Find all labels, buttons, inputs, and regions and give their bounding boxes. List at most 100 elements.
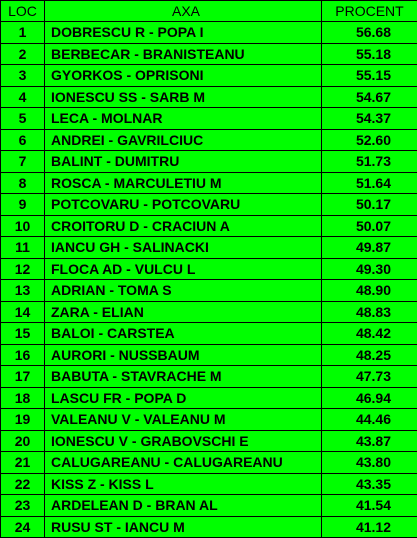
header-loc: LOC: [1, 1, 45, 22]
row-loc: 14: [1, 301, 45, 323]
row-loc: 18: [1, 387, 45, 409]
row-loc: 6: [1, 129, 45, 151]
row-percent: 46.94: [322, 387, 417, 409]
row-percent: 50.07: [322, 215, 417, 237]
row-percent: 54.67: [322, 86, 417, 108]
row-loc: 7: [1, 151, 45, 173]
row-percent: 54.37: [322, 108, 417, 130]
row-loc: 24: [1, 516, 45, 538]
row-percent: 56.68: [322, 22, 417, 44]
row-loc: 2: [1, 43, 45, 65]
row-pair: BALOI - CARSTEA: [45, 323, 322, 345]
row-loc: 1: [1, 22, 45, 44]
row-percent: 48.42: [322, 323, 417, 345]
row-pair: KISS Z - KISS L: [45, 473, 322, 495]
row-pair: LECA - MOLNAR: [45, 108, 322, 130]
row-pair: POTCOVARU - POTCOVARU: [45, 194, 322, 216]
row-loc: 16: [1, 344, 45, 366]
row-loc: 11: [1, 237, 45, 259]
row-pair: ADRIAN - TOMA S: [45, 280, 322, 302]
row-pair: IONESCU SS - SARB M: [45, 86, 322, 108]
row-loc: 8: [1, 172, 45, 194]
row-pair: IONESCU V - GRABOVSCHI E: [45, 430, 322, 452]
row-loc: 3: [1, 65, 45, 87]
row-pair: IANCU GH - SALINACKI: [45, 237, 322, 259]
row-percent: 47.73: [322, 366, 417, 388]
row-loc: 17: [1, 366, 45, 388]
row-pair: CALUGAREANU - CALUGAREANU: [45, 452, 322, 474]
row-percent: 44.46: [322, 409, 417, 431]
row-loc: 22: [1, 473, 45, 495]
row-pair: LASCU FR - POPA D: [45, 387, 322, 409]
row-percent: 43.35: [322, 473, 417, 495]
row-pair: ZARA - ELIAN: [45, 301, 322, 323]
row-pair: VALEANU V - VALEANU M: [45, 409, 322, 431]
row-loc: 13: [1, 280, 45, 302]
row-loc: 15: [1, 323, 45, 345]
row-percent: 41.54: [322, 495, 417, 517]
row-loc: 4: [1, 86, 45, 108]
row-percent: 49.87: [322, 237, 417, 259]
row-loc: 19: [1, 409, 45, 431]
row-percent: 50.17: [322, 194, 417, 216]
row-pair: ARDELEAN D - BRAN AL: [45, 495, 322, 517]
row-loc: 23: [1, 495, 45, 517]
row-loc: 21: [1, 452, 45, 474]
row-percent: 48.25: [322, 344, 417, 366]
row-pair: ANDREI - GAVRILCIUC: [45, 129, 322, 151]
row-percent: 48.90: [322, 280, 417, 302]
header-row: LOC AXA PROCENT: [1, 1, 417, 22]
row-percent: 55.18: [322, 43, 417, 65]
row-percent: 51.73: [322, 151, 417, 173]
row-loc: 10: [1, 215, 45, 237]
row-percent: 51.64: [322, 172, 417, 194]
row-pair: BABUTA - STAVRACHE M: [45, 366, 322, 388]
row-pair: BERBECAR - BRANISTEANU: [45, 43, 322, 65]
row-loc: 5: [1, 108, 45, 130]
row-pair: ROSCA - MARCULETIU M: [45, 172, 322, 194]
row-pair: DOBRESCU R - POPA I: [45, 22, 322, 44]
row-percent: 55.15: [322, 65, 417, 87]
header-percent: PROCENT: [322, 1, 417, 22]
row-percent: 49.30: [322, 258, 417, 280]
row-percent: 48.83: [322, 301, 417, 323]
row-loc: 20: [1, 430, 45, 452]
row-pair: CROITORU D - CRACIUN A: [45, 215, 322, 237]
row-pair: AURORI - NUSSBAUM: [45, 344, 322, 366]
header-pair: AXA: [45, 1, 322, 22]
row-pair: RUSU ST - IANCU M: [45, 516, 322, 538]
row-pair: BALINT - DUMITRU: [45, 151, 322, 173]
row-percent: 43.80: [322, 452, 417, 474]
row-percent: 41.12: [322, 516, 417, 538]
row-loc: 12: [1, 258, 45, 280]
row-percent: 43.87: [322, 430, 417, 452]
row-pair: FLOCA AD - VULCU L: [45, 258, 322, 280]
row-percent: 52.60: [322, 129, 417, 151]
row-loc: 9: [1, 194, 45, 216]
